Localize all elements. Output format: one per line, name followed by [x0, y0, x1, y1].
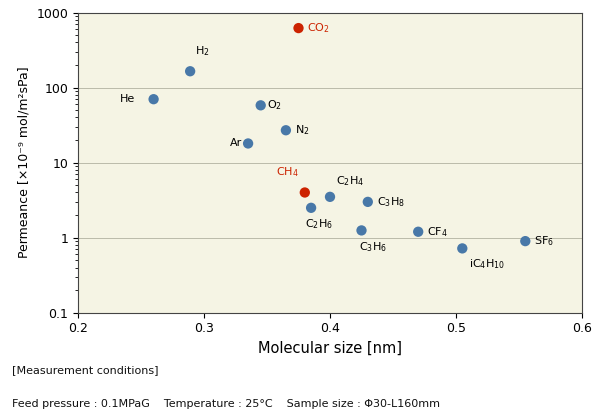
Text: CH$_4$: CH$_4$ — [276, 165, 299, 179]
Point — [149, 96, 158, 103]
X-axis label: Molecular size [nm]: Molecular size [nm] — [258, 341, 402, 356]
Text: Feed pressure : 0.1MPaG    Temperature : 25°C    Sample size : Φ30-L160mm: Feed pressure : 0.1MPaG Temperature : 25… — [12, 399, 440, 409]
Text: Ar: Ar — [230, 138, 242, 148]
Text: SF$_6$: SF$_6$ — [534, 234, 554, 248]
Text: CF$_4$: CF$_4$ — [427, 225, 448, 239]
Text: C$_3$H$_6$: C$_3$H$_6$ — [359, 240, 387, 254]
Point — [356, 227, 366, 234]
Text: CO$_2$: CO$_2$ — [307, 21, 330, 35]
Point — [363, 198, 373, 205]
Point — [457, 245, 467, 252]
Text: C$_3$H$_8$: C$_3$H$_8$ — [377, 195, 404, 209]
Text: C$_2$H$_4$: C$_2$H$_4$ — [337, 174, 364, 188]
Point — [413, 229, 423, 235]
Point — [256, 102, 265, 109]
Point — [307, 204, 316, 211]
Point — [300, 189, 310, 196]
Y-axis label: Permeance [×10⁻⁹ mol/m²sPa]: Permeance [×10⁻⁹ mol/m²sPa] — [18, 67, 31, 259]
Text: O$_2$: O$_2$ — [267, 98, 282, 112]
Point — [244, 140, 253, 147]
Point — [281, 127, 290, 133]
Text: He: He — [119, 94, 134, 104]
Text: iC$_4$H$_{10}$: iC$_4$H$_{10}$ — [469, 257, 505, 271]
Text: H$_2$: H$_2$ — [195, 44, 210, 58]
Point — [294, 25, 304, 31]
Text: C$_2$H$_6$: C$_2$H$_6$ — [305, 217, 333, 231]
Text: [Measurement conditions]: [Measurement conditions] — [12, 365, 158, 375]
Point — [325, 193, 335, 200]
Point — [521, 238, 530, 244]
Point — [185, 68, 195, 75]
Text: N$_2$: N$_2$ — [295, 123, 309, 137]
